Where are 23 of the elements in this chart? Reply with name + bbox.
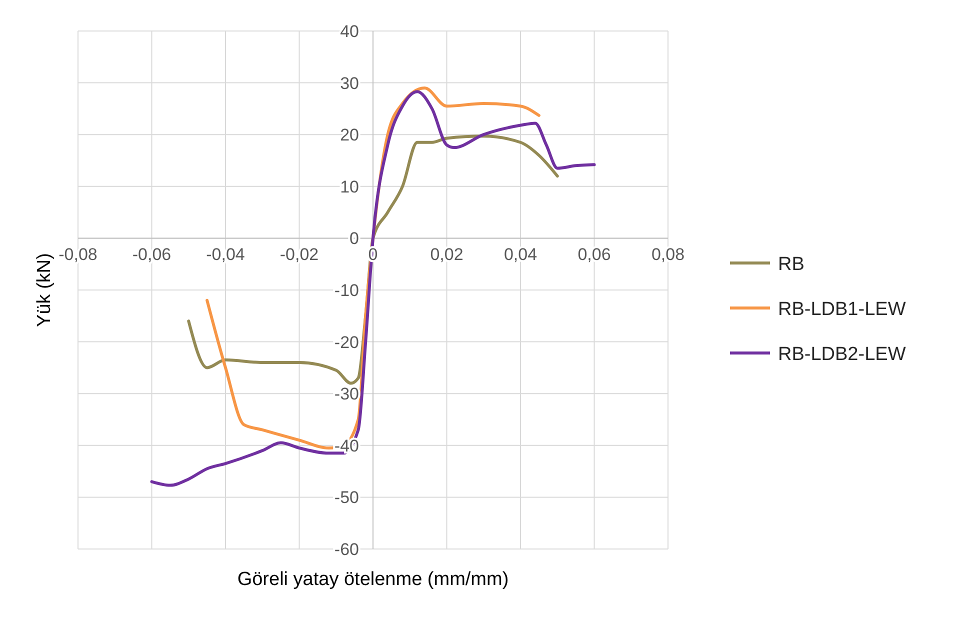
x-tick-label: 0,08 — [651, 245, 685, 264]
y-tick-label: -60 — [334, 540, 359, 559]
x-tick-label: 0,04 — [504, 245, 538, 264]
y-tick-label: -20 — [334, 332, 359, 352]
x-tick-label: -0,06 — [132, 245, 172, 264]
x-tick-label: 0,02 — [430, 245, 464, 264]
x-tick-label: -0,02 — [280, 245, 319, 264]
y-tick-label: 10 — [340, 177, 359, 196]
legend-label: RB-LDB2-LEW — [778, 344, 906, 365]
y-tick-label: 30 — [340, 74, 359, 93]
y-tick-label: 20 — [340, 126, 359, 145]
x-tick-label: -0,08 — [58, 245, 98, 264]
x-axis-title: Göreli yatay ötelenme (mm/mm) — [237, 569, 509, 590]
y-tick-label: -10 — [334, 281, 359, 300]
x-tick-label: 0,06 — [578, 245, 611, 264]
legend-label: RB — [778, 254, 804, 275]
y-axis-title: Yük (kN) — [34, 253, 55, 327]
legend-label: RB-LDB1-LEW — [778, 299, 906, 320]
y-tick-label: -30 — [334, 384, 359, 404]
y-tick-label: -50 — [334, 488, 359, 508]
y-tick-label: 40 — [340, 22, 359, 41]
x-tick-label: -0,04 — [206, 245, 245, 264]
y-tick-label: 0 — [350, 229, 359, 248]
